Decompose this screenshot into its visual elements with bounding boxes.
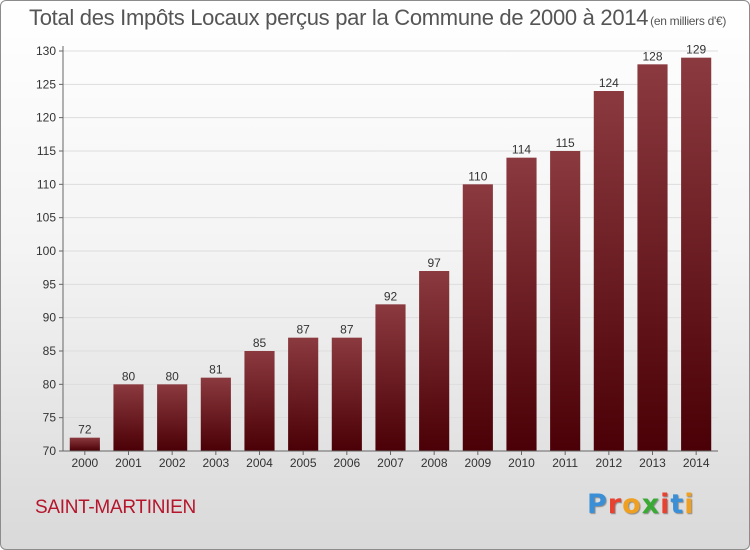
bar: [331, 337, 362, 451]
bar: [200, 377, 231, 451]
bar: [69, 437, 100, 451]
commune-name: SAINT-MARTINIEN: [35, 497, 196, 518]
chart-title-unit: (en milliers d'€): [650, 14, 727, 28]
x-tick-label: 2009: [464, 456, 491, 470]
data-label: 97: [427, 256, 441, 270]
logo-letter: o: [622, 489, 642, 520]
data-label: 80: [165, 369, 179, 383]
y-tick-label: 80: [43, 377, 57, 391]
chart-title: Total des Impôts Locaux perçus par la Co…: [29, 5, 726, 31]
bar: [550, 151, 581, 451]
x-tick-label: 2008: [421, 456, 448, 470]
y-tick-label: 85: [43, 344, 57, 358]
data-label: 81: [209, 363, 223, 377]
data-label: 110: [468, 169, 487, 183]
y-tick-label: 110: [37, 177, 56, 191]
x-tick-label: 2001: [115, 456, 142, 470]
y-tick-label: 70: [43, 444, 57, 458]
y-tick-label: 130: [36, 44, 56, 58]
logo-letter: P: [587, 489, 608, 520]
x-tick-label: 2007: [377, 456, 404, 470]
bar: [593, 91, 624, 451]
y-tick-label: 75: [43, 411, 57, 425]
x-tick-label: 2014: [683, 456, 710, 470]
x-tick-label: 2011: [552, 456, 578, 470]
bar: [681, 57, 712, 452]
x-tick-label: 2006: [333, 456, 360, 470]
logo-letter: r: [607, 489, 623, 520]
data-label: 72: [78, 423, 92, 437]
logo-letter: t: [670, 489, 685, 520]
bar: [462, 184, 493, 452]
logo-letter: i: [660, 489, 671, 520]
x-tick-label: 2000: [71, 456, 98, 470]
logo-letter: i: [684, 489, 695, 520]
x-tick-label: 2004: [246, 456, 273, 470]
data-label: 87: [296, 323, 310, 337]
x-tick-label: 2002: [159, 456, 186, 470]
bar: [375, 304, 406, 451]
data-label: 87: [340, 323, 354, 337]
bar: [244, 351, 275, 451]
x-tick-label: 2003: [202, 456, 229, 470]
bar: [506, 157, 537, 451]
bar: [157, 384, 188, 451]
y-tick-label: 95: [43, 277, 57, 291]
axes: 70 75 80 85 90 95 100 105 110 115 120 125 130 2000 200…: [36, 44, 718, 470]
y-tick-label: 125: [36, 77, 56, 91]
bar: [113, 384, 144, 451]
data-label: 92: [384, 289, 398, 303]
data-label: 85: [253, 336, 267, 350]
bars: [69, 57, 712, 452]
y-tick-label: 100: [36, 244, 56, 258]
data-label: 114: [512, 143, 531, 157]
data-labels: 72 80 80 81 85 87 87 92 97 110 114 115 124 128 129: [78, 43, 706, 437]
x-tick-label: 2013: [639, 456, 666, 470]
data-label: 115: [556, 136, 575, 150]
proxiti-logo: Proxiti: [587, 489, 695, 520]
y-tick-label: 90: [43, 311, 57, 325]
bar: [637, 64, 668, 452]
data-label: 129: [686, 43, 706, 57]
data-label: 124: [599, 76, 619, 90]
y-tick-label: 120: [36, 111, 56, 125]
y-tick-label: 115: [37, 144, 56, 158]
logo-letter: x: [641, 489, 661, 520]
data-label: 80: [122, 369, 136, 383]
data-label: 128: [642, 49, 662, 63]
chart-title-text: Total des Impôts Locaux perçus par la Co…: [29, 5, 649, 30]
x-tick-label: 2005: [290, 456, 317, 470]
bar: [419, 271, 450, 451]
bar: [288, 337, 319, 451]
x-tick-label: 2010: [508, 456, 535, 470]
x-tick-label: 2012: [595, 456, 622, 470]
y-tick-label: 105: [36, 211, 56, 225]
